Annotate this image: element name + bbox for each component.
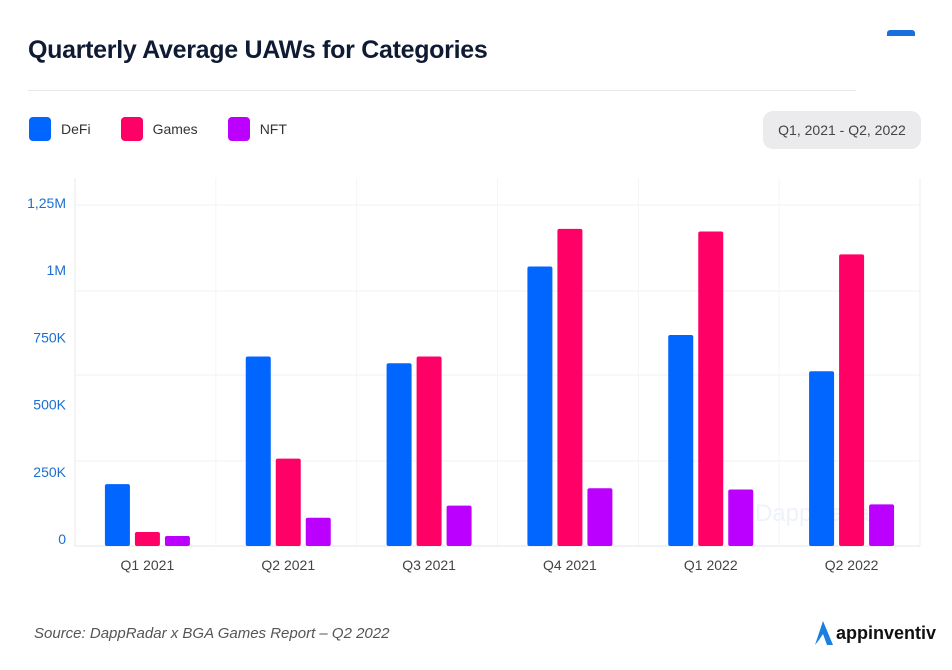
bar-defi <box>809 371 835 546</box>
bar-defi <box>386 363 412 546</box>
bar-games <box>275 458 301 546</box>
bar-defi <box>245 356 271 546</box>
legend-label-nft: NFT <box>259 121 287 137</box>
y-tick-label: 1M <box>47 262 66 278</box>
legend-item-defi[interactable]: DeFi <box>29 117 91 141</box>
x-tick-label: Q1 2021 <box>121 557 175 573</box>
bar-nft <box>164 536 190 546</box>
legend-swatch-defi <box>29 117 51 141</box>
appinventiv-logo: appinventiv <box>812 620 936 646</box>
bar-defi <box>104 484 130 546</box>
bar-games <box>134 532 160 546</box>
chart-title: Quarterly Average UAWs for Categories <box>28 36 488 64</box>
legend-swatch-games <box>120 117 143 141</box>
title-divider <box>28 90 856 91</box>
legend-label-games: Games <box>152 121 198 137</box>
legend-item-games[interactable]: Games <box>120 117 198 141</box>
legend: DeFi Games NFT <box>29 117 317 141</box>
date-range-button[interactable]: Q1, 2021 - Q2, 2022 <box>763 111 921 149</box>
x-tick-label: Q2 2021 <box>261 557 315 573</box>
bar-games <box>416 356 442 546</box>
y-tick-label: 500K <box>33 397 66 413</box>
x-tick-label: Q4 2021 <box>543 557 597 573</box>
x-tick-label: Q2 2022 <box>825 557 879 573</box>
bar-defi <box>527 266 553 546</box>
bar-games <box>557 228 583 547</box>
x-tick-label: Q1 2022 <box>684 557 738 573</box>
bar-defi <box>668 334 694 546</box>
logo-text: appinventiv <box>836 622 937 643</box>
y-tick-label: 250K <box>33 464 66 480</box>
bar-nft <box>728 489 754 546</box>
x-tick-label: Q3 2021 <box>402 557 456 573</box>
y-tick-label: 1,25M <box>27 195 66 211</box>
bar-nft <box>587 488 613 546</box>
source-note: Source: DappRadar x BGA Games Report – Q… <box>34 625 390 642</box>
bar-nft <box>869 504 895 546</box>
bar-games <box>839 254 865 547</box>
y-tick-label: 0 <box>58 531 66 547</box>
bar-games <box>698 231 724 546</box>
bar-nft <box>446 505 472 546</box>
logo-icon <box>815 621 833 645</box>
legend-item-nft[interactable]: NFT <box>227 117 287 141</box>
y-tick-label: 750K <box>33 329 66 345</box>
top-accent-mark <box>887 30 915 36</box>
legend-swatch-nft <box>227 117 250 141</box>
bar-nft <box>305 517 331 546</box>
legend-label-defi: DeFi <box>61 121 91 137</box>
